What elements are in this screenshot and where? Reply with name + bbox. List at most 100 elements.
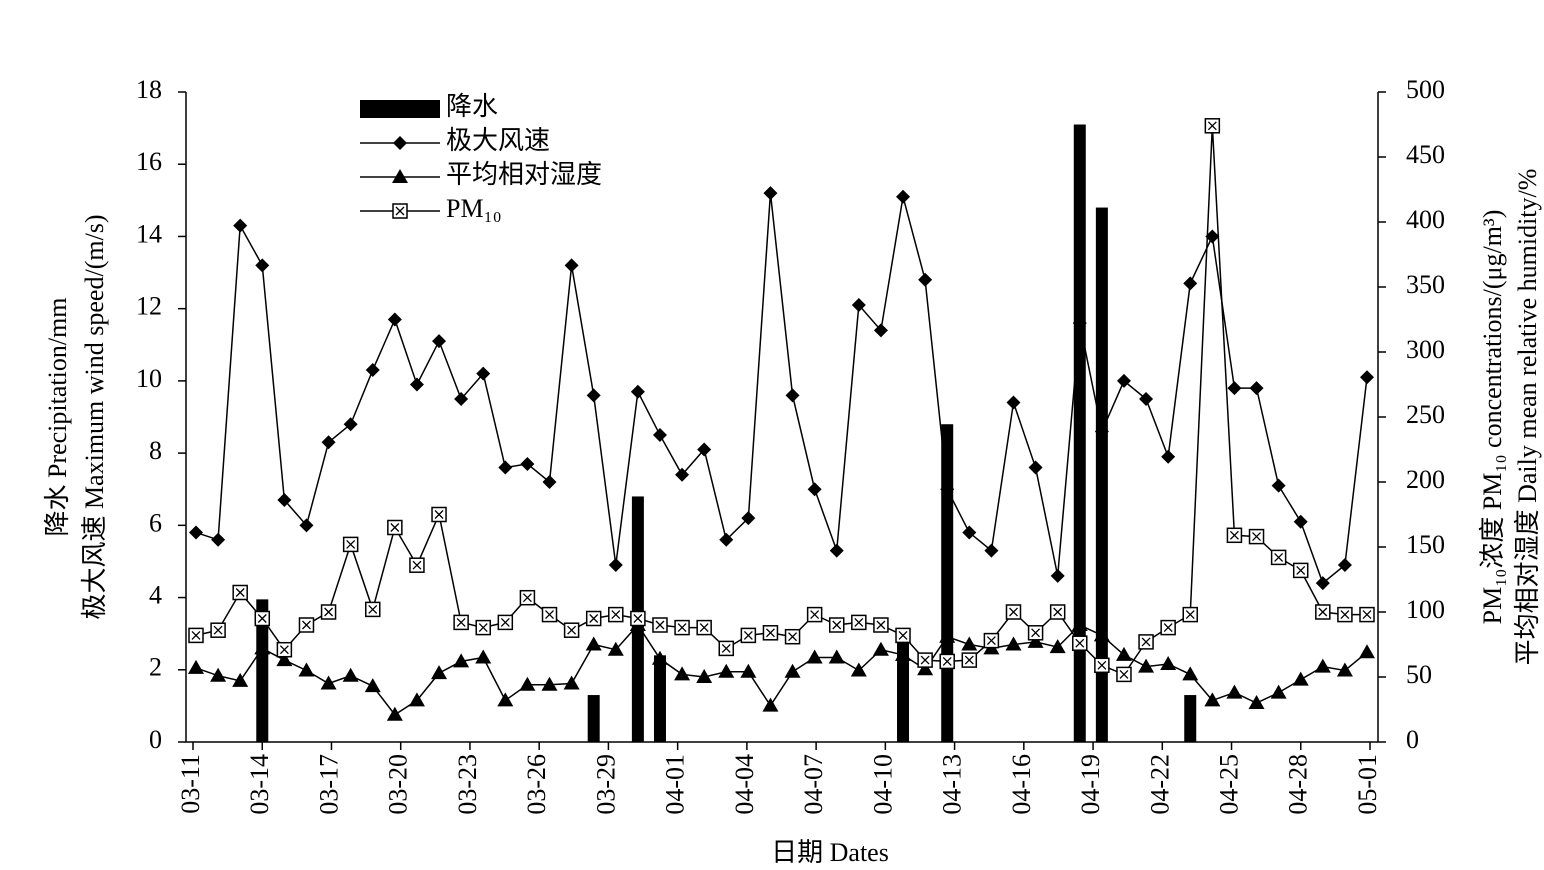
bar [1073,124,1086,742]
marker-cross [279,645,289,655]
marker-cross [324,607,334,617]
data-point [1249,381,1264,396]
marker-cross [677,623,687,633]
y-tick-label: 10 [136,364,162,393]
data-point [497,692,514,707]
marker-cross [832,620,842,630]
data-point [1336,662,1353,677]
marker-cross [1362,610,1372,620]
bar [587,695,600,742]
data-point [630,610,646,627]
x-tick-label: 04-01 [661,754,690,815]
marker-cross [1009,607,1018,617]
data-point [1270,549,1287,566]
marker-cross [964,655,974,665]
data-point [807,482,822,497]
data-point [254,640,271,655]
marker-cross [721,643,731,653]
marker-cross [986,636,996,646]
marker-cross [1097,660,1107,670]
data-point [387,519,403,536]
data-point [1072,316,1087,331]
series-markers [188,118,1375,683]
data-point [961,652,978,668]
data-point [1271,478,1286,493]
data-point [1226,527,1243,544]
data-point [1161,449,1176,464]
x-tick-label: 04-19 [1076,754,1105,815]
marker-cross [456,617,466,627]
data-point [873,617,889,633]
marker-cross [1296,565,1306,575]
marker-cross [434,510,444,519]
data-point [497,614,514,631]
y-tick-label: 18 [136,75,162,104]
y-tick-label: 14 [136,219,162,248]
x-tick-label: 05-01 [1353,754,1382,815]
data-point [393,136,407,150]
data-point [432,334,447,349]
data-point [320,675,337,690]
y-tick-label: 16 [136,147,162,176]
y-tick-label: 8 [149,436,162,465]
data-point [762,697,779,712]
data-point [453,614,469,631]
marker-cross [876,620,886,630]
data-point [392,169,408,183]
data-point [651,650,668,665]
data-point [188,659,204,674]
data-point [895,646,912,661]
data-point [1093,627,1110,642]
data-point [342,667,359,682]
marker-cross [942,656,952,666]
data-point [475,619,491,636]
bar [653,655,666,742]
bar [1095,207,1108,743]
data-point [1359,644,1375,659]
marker-cross [213,625,223,635]
y-tick-label: 2 [149,653,162,682]
data-point [895,627,911,644]
y-axis-title: 降水 Precipitation/mm [43,297,72,536]
x-tick-label: 04-07 [799,754,828,815]
marker-cross [1207,121,1217,131]
marker-cross [655,620,665,630]
y2-tick-label: 200 [1406,465,1445,494]
data-point [675,467,690,482]
y2-tick-label: 0 [1406,725,1419,754]
data-point [1227,381,1242,396]
data-point [408,692,425,707]
data-point [211,532,226,547]
data-point [585,610,602,627]
x-tick-label: 03-26 [522,754,551,815]
data-point [1337,606,1353,623]
data-point [1049,639,1066,654]
marker-cross [1141,637,1151,647]
marker-cross [257,614,267,623]
data-point [917,661,934,676]
marker-cross [743,630,753,640]
data-point [851,298,866,313]
legend-label: 降水 [446,92,498,121]
data-point [1248,695,1265,709]
x-tick-label: 03-17 [314,754,343,815]
x-tick-label: 03-14 [245,754,274,815]
data-point [939,653,955,670]
data-point [365,363,380,378]
marker-cross [412,560,422,570]
data-point [939,628,956,643]
data-point [1139,391,1154,406]
data-point [940,482,955,497]
marker-cross [235,588,245,597]
data-point [210,667,227,682]
x-tick-label: 04-13 [938,754,967,815]
marker-cross [368,604,378,614]
data-point [674,666,691,681]
data-point [298,617,315,633]
data-point [320,604,337,620]
data-point [254,610,271,627]
x-tick-label: 04-16 [1007,754,1036,815]
data-point [1050,568,1065,583]
data-point [652,428,667,443]
